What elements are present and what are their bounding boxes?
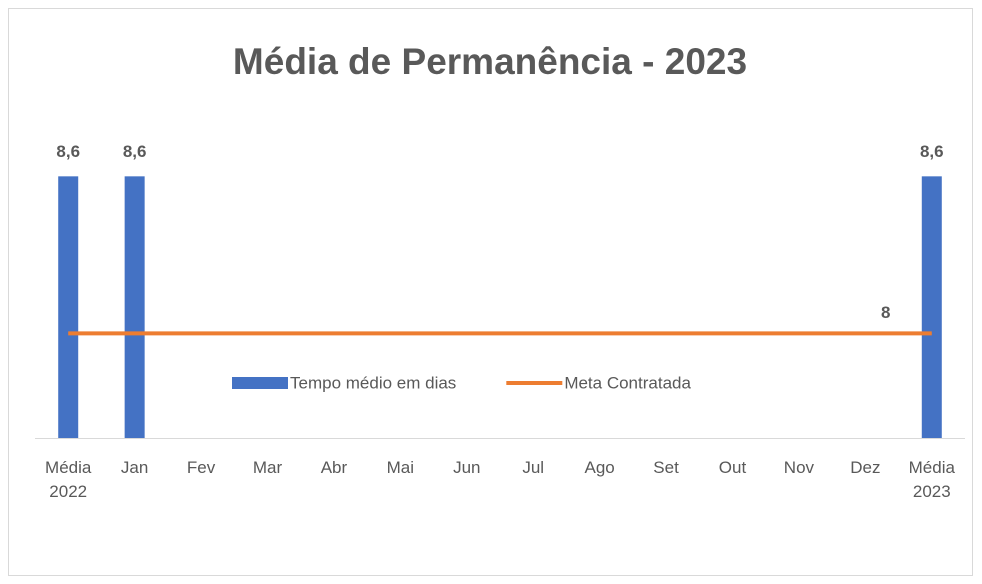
x-tick-label: Fev (186, 458, 216, 477)
x-tick-label: Mai (386, 458, 415, 477)
legend-label: Meta Contratada (564, 373, 691, 392)
data-label: 8,6 (123, 142, 147, 161)
x-tick-label: Abr (320, 458, 348, 477)
x-tick-label: Dez (850, 458, 881, 477)
data-label: 8,6 (56, 142, 80, 161)
x-tick-label: Média 2022 (45, 458, 92, 501)
legend-label: Tempo médio em dias (290, 373, 456, 392)
x-tick-label: Ago (584, 458, 615, 477)
x-tick-label: Out (718, 458, 747, 477)
x-tick-label: Nov (783, 458, 815, 477)
x-tick-label: Jul (522, 458, 545, 477)
x-tick-label: Jan (120, 458, 149, 477)
x-tick-label: Jun (453, 458, 481, 477)
chart-title: Média de Permanência - 2023 (233, 41, 747, 82)
x-tick-label: Set (653, 458, 679, 477)
x-tick-label: Mar (252, 458, 283, 477)
data-label: 8 (881, 303, 890, 322)
chart-frame (8, 8, 973, 576)
legend-swatch (232, 377, 288, 389)
x-tick-label: Média 2023 (908, 458, 955, 501)
bar (921, 176, 942, 439)
bar (124, 176, 145, 439)
bar (58, 176, 79, 439)
data-label: 8,6 (920, 142, 944, 161)
